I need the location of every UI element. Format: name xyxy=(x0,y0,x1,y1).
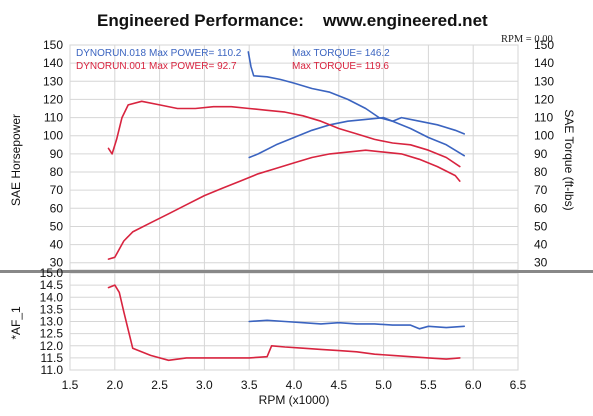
y-tick-label-left: 30 xyxy=(50,256,64,270)
x-tick-label: 6.0 xyxy=(465,378,482,392)
x-tick-label: 4.5 xyxy=(330,378,347,392)
y-tick-label-right: 120 xyxy=(534,92,554,106)
y-axis-label-left: SAE Horsepower xyxy=(9,114,23,206)
series-run2-af-line xyxy=(107,284,461,362)
y-axis-label-right: SAE Torque (ft-lbs) xyxy=(562,109,576,210)
legend-run2-max-power: Max POWER= 92.7 xyxy=(149,61,237,72)
y-tick-label-left: 110 xyxy=(44,111,63,125)
series-run2-torque-line xyxy=(107,100,461,168)
y-tick-label-left: 40 xyxy=(50,238,64,252)
y-tick-label-right: 70 xyxy=(534,183,548,197)
x-tick-label: 5.5 xyxy=(420,378,437,392)
y-tick-label-left: 150 xyxy=(43,38,63,52)
x-tick-label: 1.5 xyxy=(62,378,79,392)
y-tick-label-af: 11.5 xyxy=(41,351,64,365)
y-tick-label-right: 80 xyxy=(534,165,548,179)
y-tick-label-right: 60 xyxy=(534,201,548,215)
y-tick-label-af: 14.5 xyxy=(40,278,64,292)
y-tick-label-left: 100 xyxy=(43,129,63,143)
y-tick-label-left: 70 xyxy=(50,183,64,197)
y-tick-label-right: 150 xyxy=(534,38,554,52)
y-tick-label-af: 12.5 xyxy=(40,327,64,341)
y-tick-label-af: 15.0 xyxy=(40,266,64,280)
x-tick-label: 2.5 xyxy=(151,378,168,392)
x-tick-label: 6.5 xyxy=(510,378,527,392)
chart-title-right: www.engineered.net xyxy=(322,11,488,30)
y-tick-label-af: 11.0 xyxy=(41,363,64,377)
x-tick-label: 5.0 xyxy=(375,378,392,392)
y-tick-label-right: 130 xyxy=(534,74,554,88)
legend-run1-name: DYNORUN.018 xyxy=(76,48,146,59)
y-tick-label-right: 50 xyxy=(534,219,548,233)
y-axis-label-af: *AF_1 xyxy=(9,306,23,340)
y-tick-label-af: 14.0 xyxy=(40,290,64,304)
y-tick-label-right: 30 xyxy=(534,256,548,270)
y-tick-label-right: 100 xyxy=(534,129,554,143)
y-tick-label-af: 13.0 xyxy=(40,315,64,329)
x-tick-label: 2.0 xyxy=(106,378,123,392)
y-tick-label-right: 90 xyxy=(534,147,548,161)
series-run2-power-line xyxy=(107,149,461,260)
tick-labels: 1.5 2.0 2.5 3.0 3.5 4.0 4.5 5.0 5.5 6.0 6.5 150 140 1… xyxy=(40,38,555,392)
y-tick-label-left: 60 xyxy=(50,201,64,215)
y-tick-label-af: 13.5 xyxy=(40,302,64,316)
y-tick-label-left: 140 xyxy=(43,56,63,70)
y-tick-label-left: 130 xyxy=(43,74,63,88)
y-tick-label-af: 12.0 xyxy=(40,339,64,353)
legend-run1-max-torque: Max TORQUE= 146.2 xyxy=(292,48,390,59)
series-run1-torque-line xyxy=(247,51,466,157)
x-tick-label: 3.5 xyxy=(241,378,258,392)
x-tick-label: 3.0 xyxy=(196,378,213,392)
y-tick-label-left: 120 xyxy=(43,92,63,106)
series-run1-af-line xyxy=(248,319,466,330)
y-tick-label-left: 90 xyxy=(50,147,64,161)
legend-run2-max-torque: Max TORQUE= 119.6 xyxy=(292,61,389,72)
y-tick-label-right: 140 xyxy=(534,56,554,70)
y-tick-label-left: 50 xyxy=(50,219,64,233)
rpm-readout: RPM = 0.00 xyxy=(501,34,553,45)
y-tick-label-left: 80 xyxy=(50,165,64,179)
x-axis-label: RPM (x1000) xyxy=(259,393,330,407)
x-tick-label: 4.0 xyxy=(286,378,303,392)
y-tick-label-right: 110 xyxy=(534,111,553,125)
chart-title-left: Engineered Performance: xyxy=(97,11,304,30)
series-lines xyxy=(107,51,466,362)
series-run1-power-line xyxy=(248,116,466,159)
legend: DYNORUN.018 Max POWER= 110.2 Max TORQUE=… xyxy=(76,48,390,72)
y-tick-label-right: 40 xyxy=(534,238,548,252)
legend-run2-name: DYNORUN.001 xyxy=(76,61,146,72)
legend-run1-max-power: Max POWER= 110.2 xyxy=(149,48,242,59)
